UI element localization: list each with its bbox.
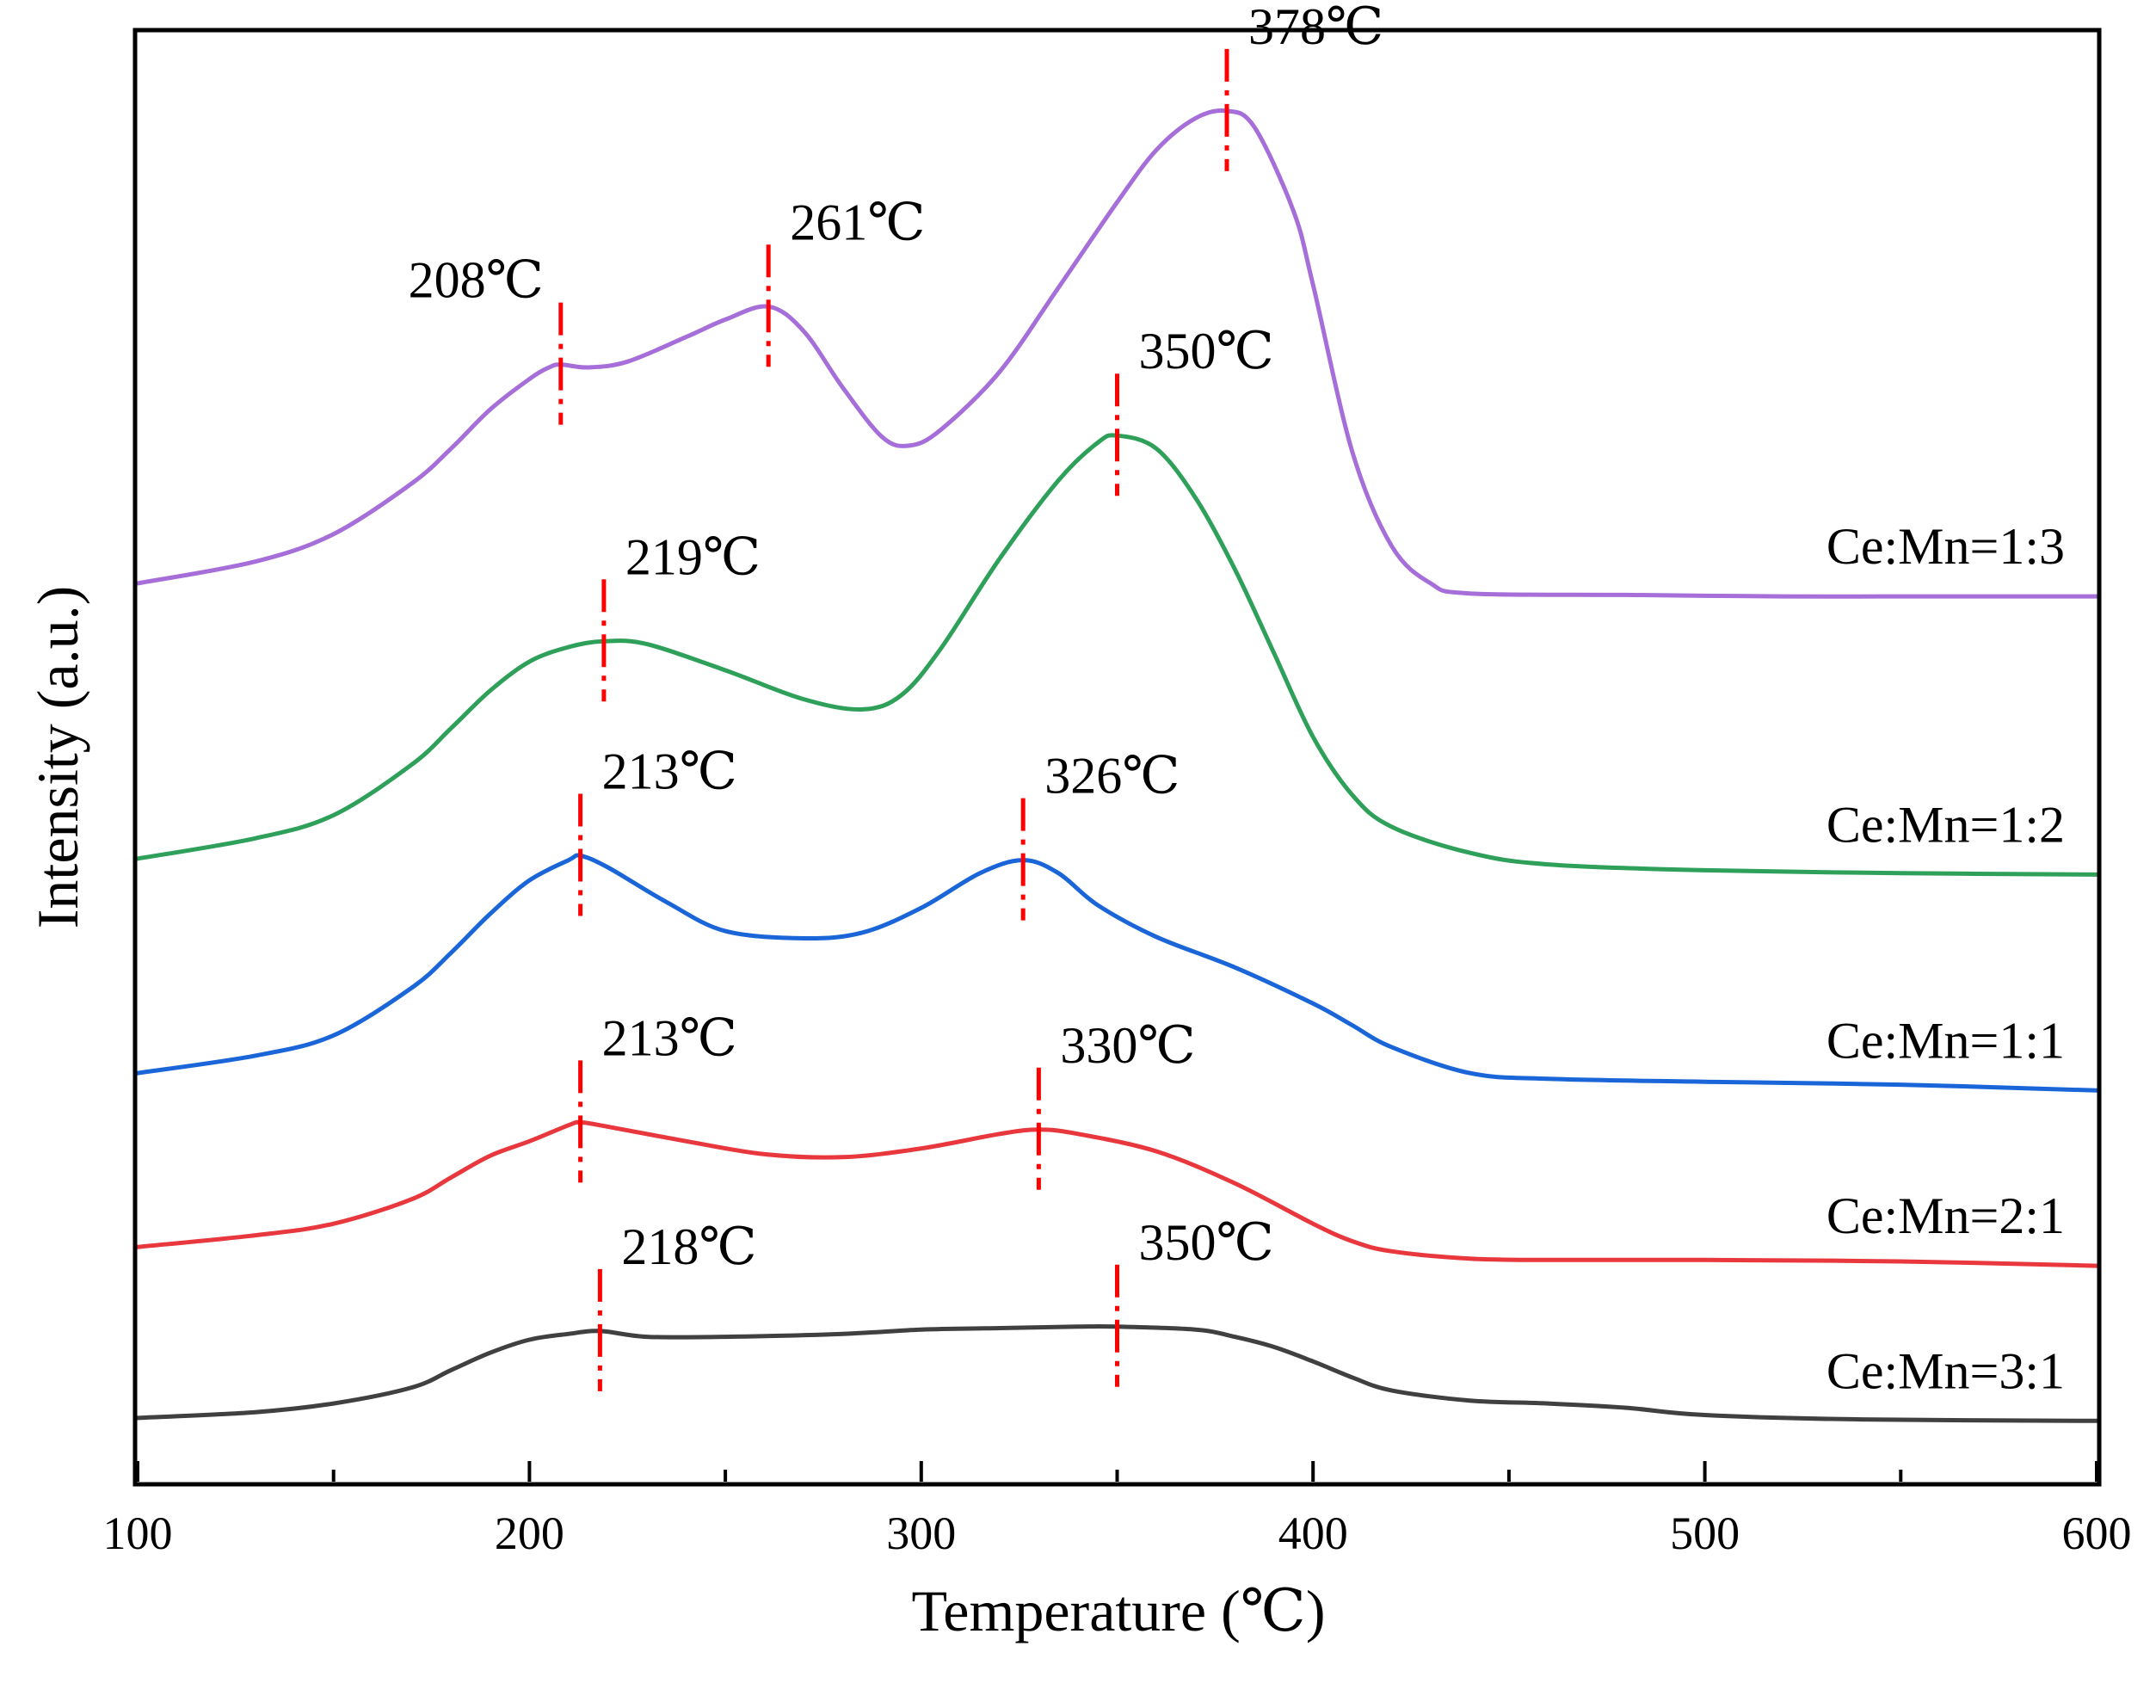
peak-label: 219℃ <box>625 528 761 585</box>
x-tick-label: 100 <box>103 1508 173 1559</box>
peak-marker-layer <box>558 48 1229 1391</box>
x-tick-label: 500 <box>1670 1508 1740 1559</box>
x-tick-label: 600 <box>2062 1508 2132 1559</box>
axis-layer: 100 200 300 400 500 600 <box>103 1461 2132 1559</box>
series-label: Ce:Mn=3:1 <box>1826 1342 2065 1399</box>
peak-label: 350℃ <box>1139 323 1274 379</box>
series-layer <box>135 108 2099 1423</box>
plot-frame <box>132 28 2102 1487</box>
series-label: Ce:Mn=1:2 <box>1826 796 2065 853</box>
series-line <box>135 433 2099 877</box>
series-label: Ce:Mn=1:1 <box>1826 1012 2065 1069</box>
peak-label: 208℃ <box>409 252 544 309</box>
y-axis-title: Intensity (a.u.) <box>25 586 90 928</box>
peak-label: 350℃ <box>1139 1214 1274 1271</box>
label-layer: Ce:Mn=3:1 218℃ 350℃ Ce:Mn=2:1 213℃ 330℃ Ce:Mn=… <box>409 0 2065 1399</box>
series-line <box>135 1324 2099 1423</box>
x-tick-label: 300 <box>886 1508 956 1559</box>
x-tick-label: 200 <box>495 1508 564 1559</box>
peak-label: 218℃ <box>621 1218 756 1275</box>
peak-label: 213℃ <box>602 1009 737 1066</box>
series-label: Ce:Mn=2:1 <box>1826 1187 2065 1244</box>
peak-label: 378℃ <box>1248 0 1383 55</box>
x-tick-label: 400 <box>1278 1508 1348 1559</box>
series-label: Ce:Mn=1:3 <box>1826 518 2065 575</box>
x-axis-title: Temperature (℃) <box>912 1578 1326 1643</box>
peak-label: 326℃ <box>1044 748 1180 805</box>
peak-label: 261℃ <box>790 194 925 250</box>
peak-label: 330℃ <box>1060 1017 1195 1074</box>
series-line <box>135 108 2099 599</box>
series-line <box>135 1119 2099 1268</box>
series-line <box>135 853 2099 1093</box>
peak-label: 213℃ <box>602 743 737 800</box>
